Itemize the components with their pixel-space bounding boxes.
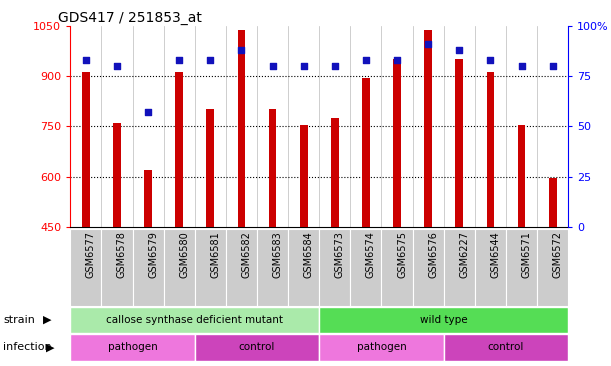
Bar — [113, 123, 121, 227]
Text: GSM6577: GSM6577 — [86, 231, 96, 278]
Point — [268, 63, 277, 69]
Bar — [455, 59, 463, 227]
Text: wild type: wild type — [420, 315, 467, 325]
Bar — [175, 72, 183, 227]
Bar — [164, 229, 195, 306]
Bar — [238, 30, 246, 227]
Bar — [549, 178, 557, 227]
Text: GSM6573: GSM6573 — [335, 231, 345, 278]
Text: GSM6575: GSM6575 — [397, 231, 407, 278]
Point — [548, 63, 558, 69]
Bar — [269, 109, 276, 227]
Point — [174, 57, 184, 63]
Text: GSM6580: GSM6580 — [179, 231, 189, 278]
Text: GSM6583: GSM6583 — [273, 231, 282, 278]
Text: GSM6579: GSM6579 — [148, 231, 158, 278]
Bar — [350, 229, 381, 306]
Bar — [362, 78, 370, 227]
Bar — [537, 229, 568, 306]
Point — [205, 57, 215, 63]
Bar — [226, 229, 257, 306]
Point — [361, 57, 371, 63]
Bar — [288, 229, 320, 306]
Text: ▶: ▶ — [43, 315, 52, 325]
Bar — [144, 170, 152, 227]
Point — [81, 57, 90, 63]
Text: control: control — [239, 342, 275, 352]
Bar — [195, 229, 226, 306]
Bar — [506, 229, 537, 306]
Text: ▶: ▶ — [46, 342, 54, 352]
Bar — [444, 334, 568, 361]
Bar — [195, 334, 320, 361]
Bar — [518, 124, 525, 227]
Bar — [320, 334, 444, 361]
Bar — [300, 124, 307, 227]
Bar — [257, 229, 288, 306]
Bar — [393, 59, 401, 227]
Point — [143, 109, 153, 115]
Text: GSM6572: GSM6572 — [553, 231, 563, 278]
Bar — [331, 118, 338, 227]
Text: infection: infection — [3, 342, 52, 352]
Bar — [412, 229, 444, 306]
Bar — [101, 229, 133, 306]
Text: pathogen: pathogen — [357, 342, 406, 352]
Point — [423, 41, 433, 46]
Text: GDS417 / 251853_at: GDS417 / 251853_at — [58, 11, 202, 25]
Text: GSM6574: GSM6574 — [366, 231, 376, 278]
Point — [236, 47, 246, 53]
Text: callose synthase deficient mutant: callose synthase deficient mutant — [106, 315, 284, 325]
Text: GSM6571: GSM6571 — [522, 231, 532, 278]
Bar — [444, 229, 475, 306]
Bar — [82, 72, 90, 227]
Bar — [207, 109, 214, 227]
Text: pathogen: pathogen — [108, 342, 158, 352]
Text: GSM6544: GSM6544 — [491, 231, 500, 278]
Bar — [475, 229, 506, 306]
Text: GSM6227: GSM6227 — [459, 231, 469, 278]
Point — [517, 63, 527, 69]
Bar — [424, 30, 432, 227]
Bar — [70, 307, 320, 333]
Point — [455, 47, 464, 53]
Bar — [70, 229, 101, 306]
Text: GSM6581: GSM6581 — [210, 231, 221, 278]
Text: GSM6576: GSM6576 — [428, 231, 438, 278]
Text: GSM6578: GSM6578 — [117, 231, 127, 278]
Text: GSM6582: GSM6582 — [241, 231, 252, 278]
Point — [299, 63, 309, 69]
Point — [330, 63, 340, 69]
Bar — [381, 229, 412, 306]
Bar — [320, 229, 350, 306]
Point — [486, 57, 496, 63]
Bar — [320, 307, 568, 333]
Text: control: control — [488, 342, 524, 352]
Point — [112, 63, 122, 69]
Bar — [486, 72, 494, 227]
Text: strain: strain — [3, 315, 35, 325]
Bar — [133, 229, 164, 306]
Bar — [70, 334, 195, 361]
Point — [392, 57, 402, 63]
Text: GSM6584: GSM6584 — [304, 231, 313, 278]
